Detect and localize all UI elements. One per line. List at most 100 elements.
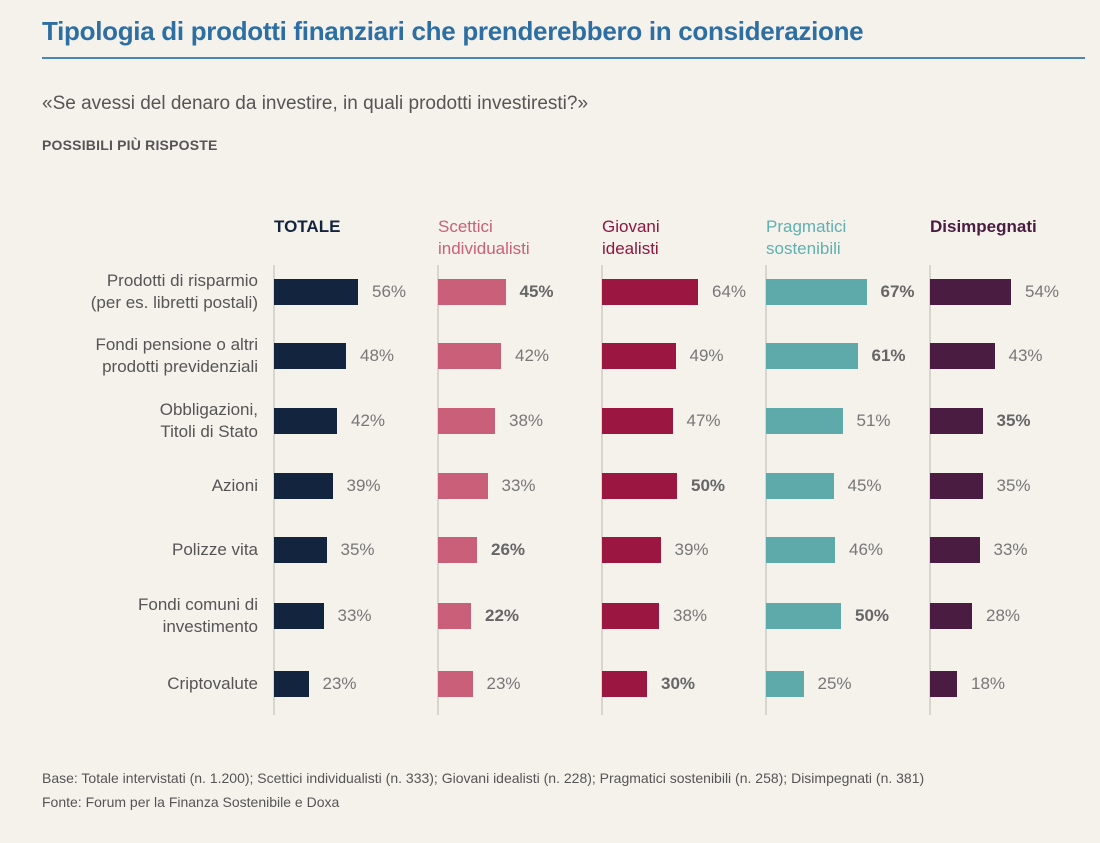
category-label: Fondi comuni di investimento [138,594,258,638]
bar-value-label: 61% [871,346,906,365]
bar [438,343,501,369]
bar-value-label: 25% [817,674,852,693]
bar-value-label: 39% [674,540,709,559]
bar-value-label: 47% [686,411,721,430]
bar-value-label: 67% [880,282,915,301]
bar-value-label: 49% [689,346,724,365]
bar [930,473,983,499]
series-header: Giovani idealisti [602,216,660,260]
bar-value-label: 43% [1008,346,1043,365]
bar [274,343,346,369]
title-divider [42,57,1085,59]
bar-value-label: 48% [360,346,395,365]
bar-value-label: 45% [519,282,554,301]
category-label-line: Fondi comuni di [137,595,258,614]
bar [274,537,327,563]
bar [602,671,647,697]
bar [438,279,506,305]
category-label-line: Criptovalute [167,674,258,693]
bar [438,408,495,434]
bar-value-label: 23% [322,674,357,693]
bar [274,279,358,305]
bar [766,603,841,629]
category-label: Obbligazioni, Titoli di Stato [160,399,258,443]
category-label-line: Obbligazioni, [159,400,258,419]
footer-source: Fonte: Forum per la Finanza Sostenibile … [42,794,340,810]
bar [766,671,804,697]
category-label-line: Polizze vita [172,540,258,559]
category-label: Criptovalute [167,673,258,695]
bar [274,671,309,697]
bar [766,408,843,434]
category-label: Prodotti di risparmio (per es. libretti p… [91,270,258,314]
series-header-line: individualisti [438,239,530,258]
series-header: Scettici individualisti [438,216,530,260]
bar-value-label: 64% [712,282,747,301]
bar-value-label: 50% [691,476,726,495]
bar [930,537,980,563]
series-header-line: Giovani [602,217,660,236]
category-label-line: Prodotti di risparmio [106,271,258,290]
series-header: Pragmatici sostenibili [766,216,846,260]
bar-value-label: 42% [351,411,386,430]
bar [766,279,867,305]
category-label-line: (per es. libretti postali) [90,293,258,312]
bar [438,671,473,697]
series-header-line: idealisti [602,239,659,258]
bar [274,473,333,499]
bar-value-label: 38% [509,411,544,430]
bar [930,343,995,369]
bar [930,279,1011,305]
series-header-line: sostenibili [766,239,841,258]
bar-value-label: 35% [340,540,375,559]
bar [438,603,471,629]
bar [930,603,972,629]
bar [602,343,676,369]
bar-value-label: 35% [996,476,1031,495]
series-header-line: Pragmatici [766,217,847,236]
category-label-line: Titoli di Stato [160,422,258,441]
bar-value-label: 54% [1025,282,1060,301]
category-label-line: investimento [162,617,258,636]
bar [602,537,661,563]
category-label: Polizze vita [172,539,258,561]
series-header-line: TOTALE [274,217,341,236]
category-label: Azioni [212,475,258,497]
bar-value-label: 28% [986,606,1021,625]
bar-value-label: 39% [346,476,381,495]
bar-value-label: 30% [661,674,696,693]
bar-value-label: 46% [849,540,884,559]
category-label: Fondi pensione o altri prodotti previdenz… [95,334,258,378]
series-header: Disimpegnati [930,216,1037,238]
footer-base: Base: Totale intervistati (n. 1.200); Sc… [42,770,925,786]
bar-value-label: 18% [971,674,1006,693]
bar [602,603,659,629]
bar [602,408,673,434]
bar-value-label: 26% [491,540,526,559]
bar-value-label: 33% [337,606,372,625]
bar-value-label: 42% [515,346,550,365]
series-header-line: Disimpegnati [930,217,1037,236]
series-header: TOTALE [274,216,340,238]
bar [766,537,835,563]
chart-title: Tipologia di prodotti finanziari che pre… [42,16,864,46]
category-label-line: Fondi pensione o altri [95,335,258,354]
bar [274,603,324,629]
multiple-answers-note: POSSIBILI PIÙ RISPOSTE [42,137,218,153]
bar-value-label: 22% [485,606,520,625]
bar-value-label: 50% [855,606,890,625]
bar [602,473,677,499]
bar [438,537,477,563]
bar [438,473,488,499]
series-header-line: Scettici [438,217,493,236]
bar-value-label: 56% [372,282,407,301]
survey-question: «Se avessi del denaro da investire, in q… [42,93,589,114]
bar [930,671,957,697]
bar-value-label: 51% [856,411,891,430]
bar [930,408,983,434]
bar-value-label: 45% [847,476,882,495]
bar [602,279,698,305]
bar-value-label: 38% [673,606,708,625]
bar-value-label: 33% [993,540,1028,559]
bar-value-label: 23% [486,674,521,693]
